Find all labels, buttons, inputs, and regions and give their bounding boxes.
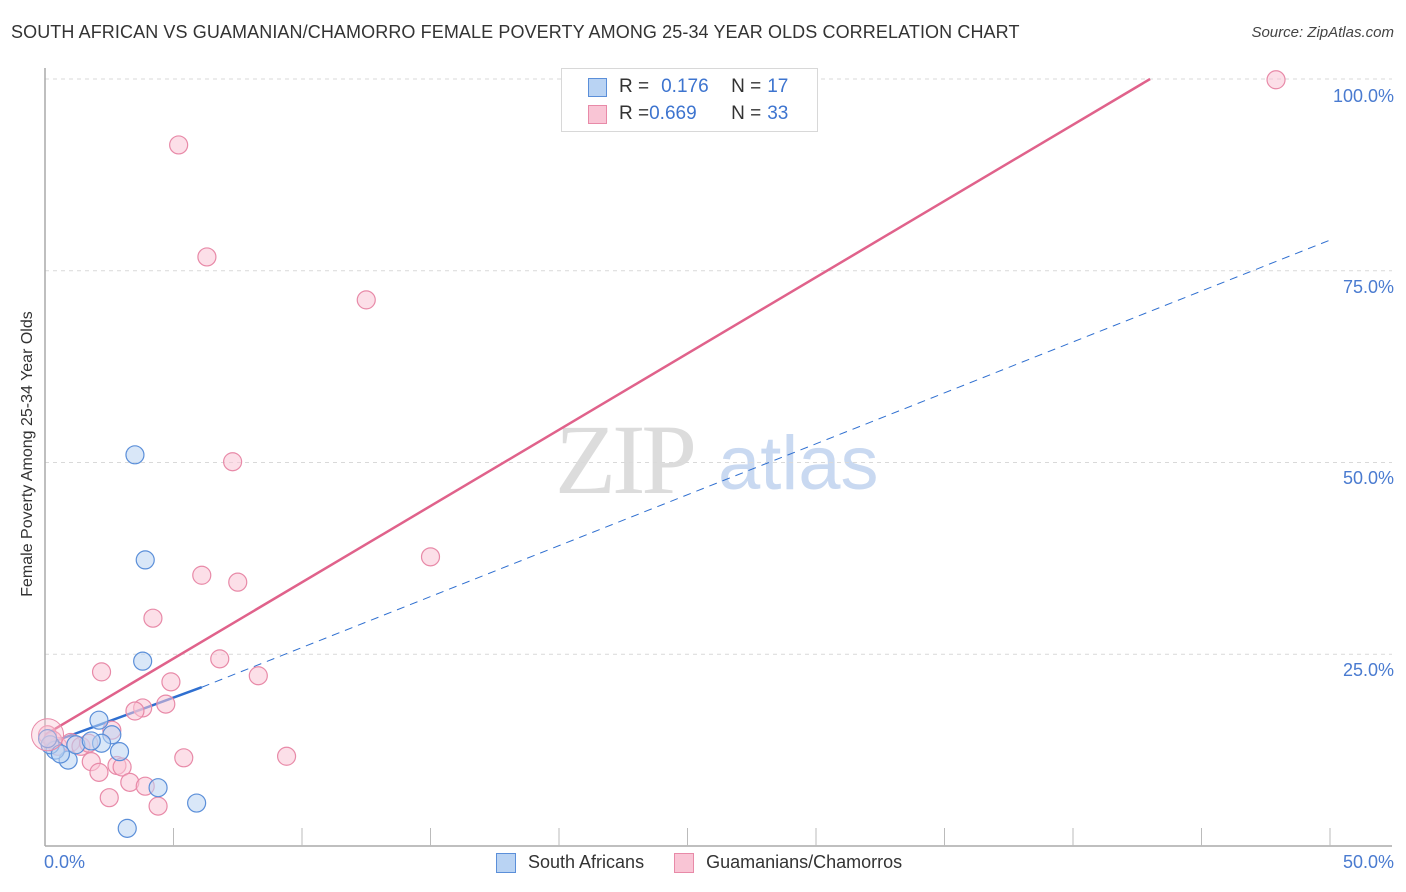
legend-item-guamanians[interactable]: Guamanians/Chamorros — [674, 852, 902, 873]
legend-row-south-africans: R = 0.176 N = 17 — [588, 75, 788, 99]
guamanians-point-large — [31, 718, 65, 752]
pink-swatch-icon — [588, 104, 607, 124]
watermark-zip: ZIP — [555, 404, 697, 515]
guamanians-point — [210, 649, 230, 669]
y-tick-75: 75.0% — [1342, 277, 1394, 297]
south-africans-point — [109, 742, 130, 762]
r-value: 0.669 — [649, 103, 697, 124]
x-tick-0: 0.0% — [44, 852, 86, 872]
south-africans-point — [117, 818, 137, 838]
pink-swatch-icon — [674, 852, 695, 873]
south-africans-trend-extension — [201, 239, 1331, 688]
chart-title: SOUTH AFRICAN VS GUAMANIAN/CHAMORRO FEMA… — [11, 22, 1020, 42]
guamanians-point — [156, 694, 176, 714]
south-africans-point — [37, 729, 58, 749]
legend-row-guamanians: R = 0.669 N = 33 — [588, 102, 788, 126]
south-africans-point — [187, 793, 207, 813]
r-label: R = — [619, 103, 650, 124]
guamanians-point — [125, 701, 145, 721]
x-tick-50: 50.0% — [1342, 852, 1394, 872]
r-label: R = — [619, 76, 650, 97]
blue-swatch-icon — [496, 852, 516, 873]
south-africans-point — [148, 778, 168, 798]
legend-label: Guamanians/Chamorros — [706, 852, 903, 872]
guamanians-point — [1266, 70, 1286, 90]
n-label: N = — [731, 103, 762, 124]
watermark-atlas: atlas — [718, 421, 879, 506]
south-africans-point — [125, 445, 145, 465]
guamanians-point — [143, 608, 163, 628]
n-value: 33 — [767, 103, 789, 124]
trend-lines — [44, 77, 1331, 746]
guamanians-point — [169, 135, 189, 155]
guamanians-point — [420, 547, 441, 567]
guamanians-point — [174, 748, 194, 768]
n-value: 17 — [767, 76, 789, 97]
guamanians-point — [99, 788, 119, 808]
guamanians-point — [276, 746, 297, 766]
guamanians-point — [148, 796, 168, 816]
south-africans-point — [135, 550, 155, 570]
guamanians-point — [223, 452, 243, 472]
y-tick-50: 50.0% — [1342, 468, 1394, 488]
guamanians-trend-line — [44, 77, 1151, 736]
guamanians-point — [161, 672, 181, 692]
axes — [44, 68, 1392, 847]
south-africans-point — [81, 731, 101, 751]
y-tick-25: 25.0% — [1342, 660, 1394, 680]
n-label: N = — [731, 76, 762, 97]
y-tick-100: 100.0% — [1332, 86, 1394, 106]
guamanians-point — [192, 565, 212, 585]
y-axis-label: Female Poverty Among 25-34 Year Olds — [19, 311, 36, 597]
legend-label: South Africans — [528, 852, 645, 872]
legend-item-south-africans[interactable]: South Africans — [496, 852, 644, 873]
south-africans-point — [133, 651, 153, 671]
guamanians-point — [89, 762, 109, 782]
guamanians-point — [197, 247, 217, 267]
correlation-legend: R = 0.176 N = 17 R = 0.669 N = 33 — [561, 68, 818, 132]
south-africans-point — [89, 710, 109, 730]
guamanians-point — [356, 290, 376, 310]
blue-swatch-icon — [588, 77, 607, 97]
guamanians-point — [248, 666, 268, 686]
guamanians-point — [91, 662, 112, 682]
data-points — [31, 70, 1286, 838]
guamanians-point — [228, 572, 248, 592]
series-legend: South Africans Guamanians/Chamorros — [496, 852, 932, 873]
gridlines — [45, 78, 1392, 655]
r-value: 0.176 — [661, 76, 709, 97]
source-label: Source: ZipAtlas.com — [1251, 24, 1394, 41]
